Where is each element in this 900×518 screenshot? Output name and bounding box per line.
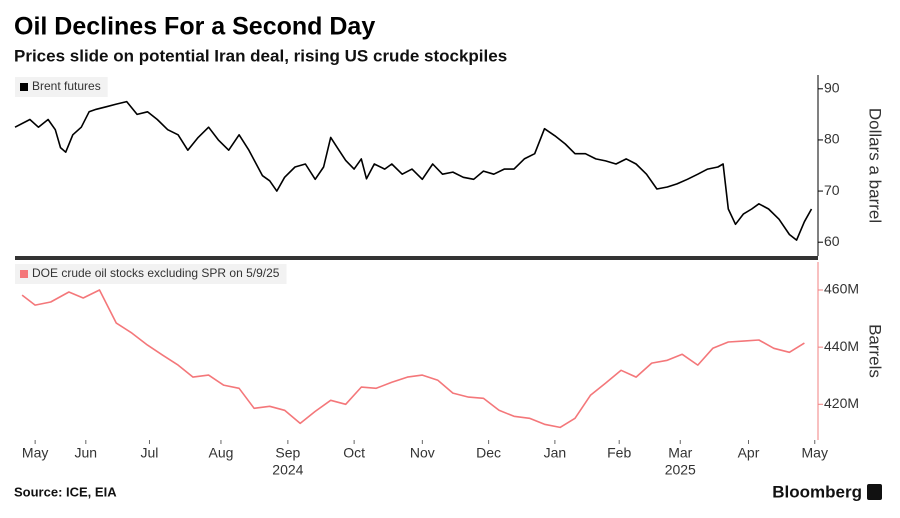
y-axis-label: Barrels bbox=[866, 324, 885, 378]
x-tick-label: Sep bbox=[275, 445, 300, 461]
x-tick-label: Oct bbox=[343, 445, 365, 461]
x-tick-label: Jul bbox=[141, 445, 159, 461]
y-tick-label: 70 bbox=[824, 182, 840, 198]
y-tick-label: 90 bbox=[824, 80, 840, 96]
legend-box bbox=[15, 264, 287, 284]
y-tick-label: 420M bbox=[824, 395, 859, 411]
chart-title: Oil Declines For a Second Day bbox=[14, 13, 375, 41]
y-tick-label: 440M bbox=[824, 338, 859, 354]
y-tick-label: 60 bbox=[824, 233, 840, 249]
source: Source: ICE, EIA bbox=[14, 484, 117, 499]
y-tick-label: 80 bbox=[824, 131, 840, 147]
legend-label: Brent futures bbox=[32, 79, 101, 93]
x-tick-label: May bbox=[22, 445, 48, 461]
brand: Bloomberg bbox=[772, 482, 862, 501]
x-tick-label: Feb bbox=[607, 445, 631, 461]
x-tick-label: Nov bbox=[410, 445, 435, 461]
x-tick-label: Mar bbox=[668, 445, 692, 461]
x-tick-label: Jan bbox=[544, 445, 567, 461]
legend-swatch bbox=[20, 270, 28, 278]
legend-box bbox=[15, 77, 108, 97]
chart-subtitle: Prices slide on potential Iran deal, ris… bbox=[14, 46, 507, 65]
x-year-label: 2025 bbox=[665, 462, 696, 478]
legend-label: DOE crude oil stocks excluding SPR on 5/… bbox=[32, 266, 280, 280]
x-tick-label: Jun bbox=[75, 445, 98, 461]
series-line bbox=[14, 100, 813, 241]
y-axis-label: Dollars a barrel bbox=[866, 108, 885, 223]
x-tick-label: Dec bbox=[476, 445, 501, 461]
series-line bbox=[21, 289, 805, 429]
y-tick-label: 460M bbox=[824, 281, 859, 297]
legend-swatch bbox=[20, 83, 28, 91]
x-tick-label: May bbox=[802, 445, 828, 461]
x-year-label: 2024 bbox=[272, 462, 303, 478]
x-tick-label: Aug bbox=[208, 445, 233, 461]
x-tick-label: Apr bbox=[738, 445, 760, 461]
brand-icon bbox=[867, 484, 882, 500]
